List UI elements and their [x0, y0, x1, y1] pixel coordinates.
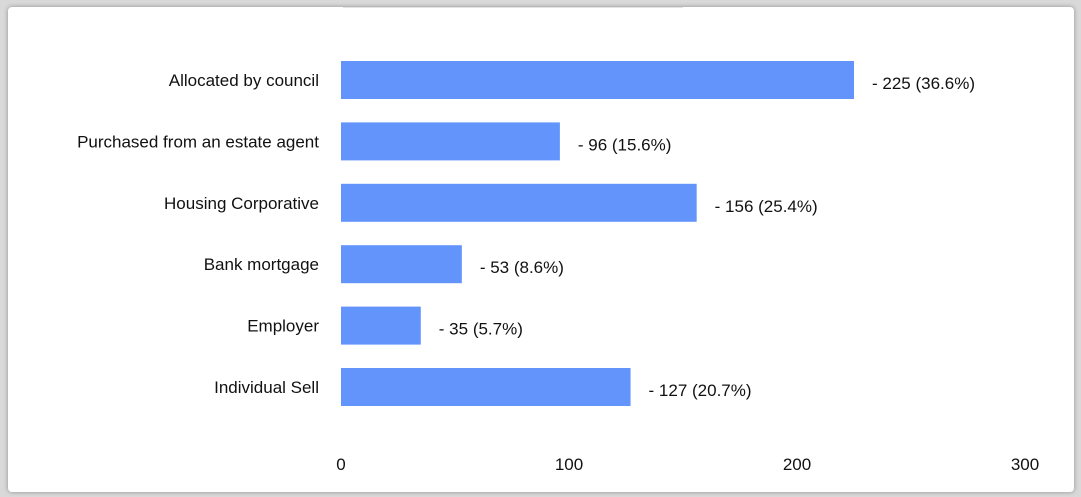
x-tick-label: 300 — [1011, 455, 1039, 474]
data-label: - 127 (20.7%) — [649, 381, 752, 400]
bar — [341, 245, 462, 284]
bar — [341, 183, 697, 222]
x-tick-label: 0 — [336, 455, 345, 474]
data-label: - 156 (25.4%) — [715, 197, 818, 216]
bar — [341, 368, 631, 406]
category-label: Allocated by council — [169, 71, 319, 90]
bar — [341, 306, 421, 345]
data-label: - 35 (5.7%) — [439, 320, 523, 339]
bar — [341, 122, 560, 161]
category-label: Housing Corporative — [164, 194, 319, 213]
category-label: Purchased from an estate agent — [77, 132, 319, 151]
x-tick-label: 200 — [783, 455, 811, 474]
data-label: - 225 (36.6%) — [872, 74, 975, 93]
category-label: Employer — [247, 317, 319, 336]
data-label: - 96 (15.6%) — [578, 135, 672, 154]
x-tick-label: 100 — [555, 455, 583, 474]
bar — [341, 61, 854, 99]
category-label: Individual Sell — [214, 378, 319, 397]
data-label: - 53 (8.6%) — [480, 258, 564, 277]
top-divider — [343, 7, 683, 8]
category-label: Bank mortgage — [204, 255, 319, 274]
